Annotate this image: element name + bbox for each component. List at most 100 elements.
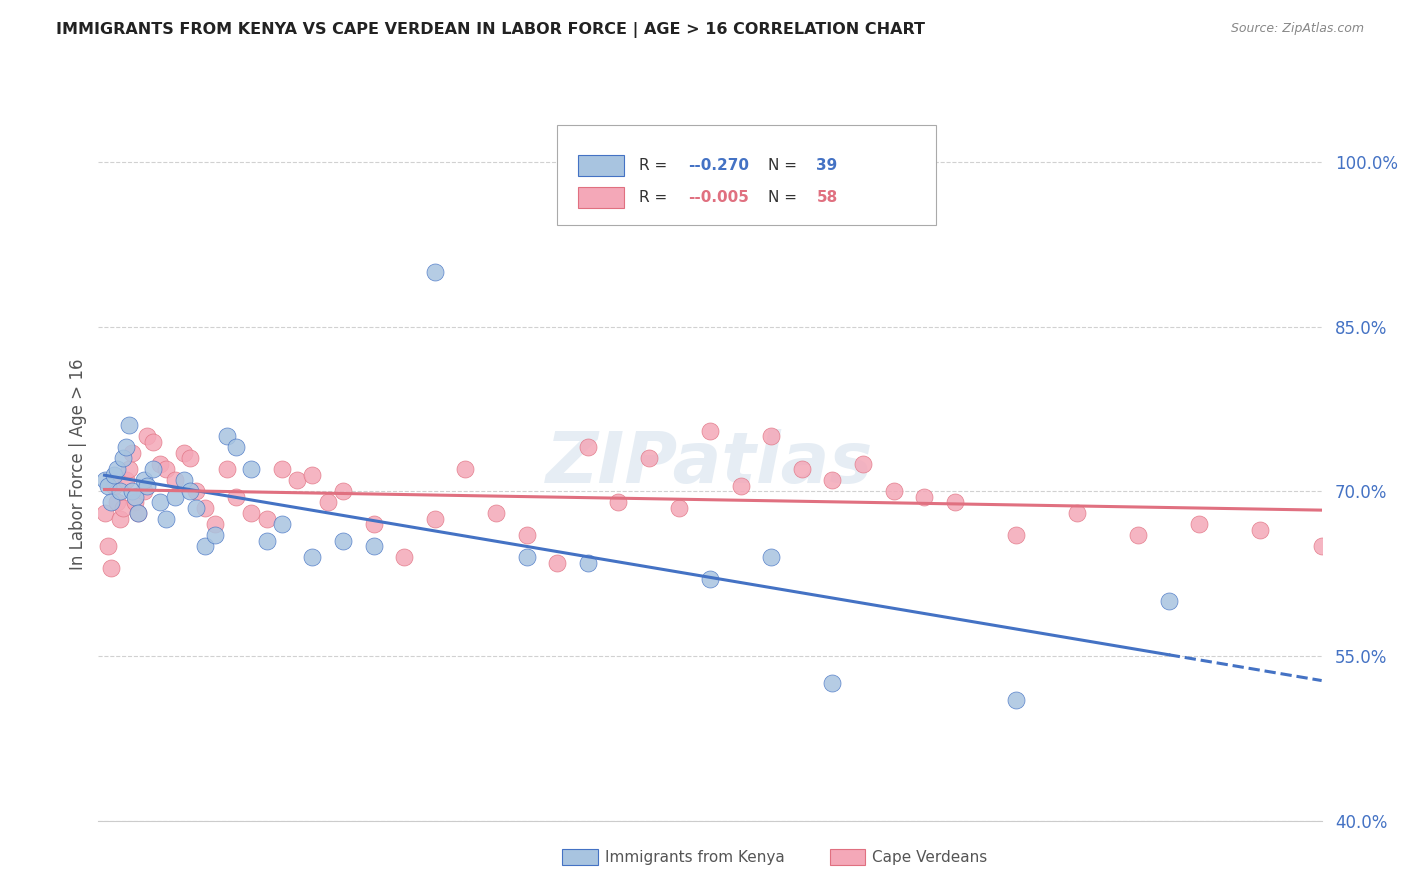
Point bbox=[256, 512, 278, 526]
Point bbox=[270, 517, 294, 532]
Point bbox=[124, 495, 146, 509]
Text: R =: R = bbox=[640, 190, 672, 205]
Point bbox=[142, 434, 165, 449]
Point bbox=[761, 429, 783, 443]
Point bbox=[730, 479, 752, 493]
Point bbox=[97, 479, 120, 493]
Point bbox=[1128, 528, 1150, 542]
Text: --0.005: --0.005 bbox=[688, 190, 749, 205]
Point bbox=[363, 539, 385, 553]
Point bbox=[1004, 693, 1026, 707]
Point bbox=[215, 429, 238, 443]
Point bbox=[256, 533, 278, 548]
Point bbox=[240, 462, 263, 476]
Point bbox=[1004, 528, 1026, 542]
Point bbox=[1157, 594, 1180, 608]
Point bbox=[225, 490, 247, 504]
Point bbox=[127, 506, 149, 520]
Point bbox=[1250, 523, 1272, 537]
Point bbox=[761, 550, 783, 565]
Point bbox=[204, 517, 226, 532]
Text: 39: 39 bbox=[817, 158, 838, 173]
Point bbox=[108, 512, 131, 526]
Point bbox=[332, 484, 354, 499]
Point bbox=[883, 484, 905, 499]
Point bbox=[108, 484, 131, 499]
Point bbox=[637, 451, 661, 466]
Point bbox=[115, 441, 138, 455]
Point bbox=[179, 484, 201, 499]
Point bbox=[363, 517, 385, 532]
Point bbox=[163, 490, 186, 504]
Point bbox=[100, 495, 122, 509]
Point bbox=[103, 479, 125, 493]
Point bbox=[173, 473, 195, 487]
Point bbox=[699, 572, 721, 586]
Point bbox=[270, 462, 294, 476]
Point bbox=[149, 495, 172, 509]
Point bbox=[423, 265, 446, 279]
Point bbox=[121, 484, 143, 499]
Point bbox=[332, 533, 354, 548]
Point bbox=[1066, 506, 1088, 520]
Point bbox=[103, 467, 125, 482]
Text: N =: N = bbox=[768, 158, 801, 173]
Point bbox=[668, 500, 690, 515]
Point bbox=[301, 467, 323, 482]
Point bbox=[179, 451, 201, 466]
Point bbox=[173, 446, 195, 460]
Point bbox=[546, 556, 568, 570]
Point bbox=[316, 495, 339, 509]
Point bbox=[204, 528, 226, 542]
Point bbox=[392, 550, 416, 565]
Y-axis label: In Labor Force | Age > 16: In Labor Force | Age > 16 bbox=[69, 358, 87, 570]
Point bbox=[194, 539, 217, 553]
Point bbox=[111, 500, 134, 515]
Point bbox=[821, 473, 844, 487]
FancyBboxPatch shape bbox=[578, 187, 624, 209]
Text: 58: 58 bbox=[817, 190, 838, 205]
Point bbox=[699, 424, 721, 438]
Point bbox=[943, 495, 966, 509]
Point bbox=[136, 479, 159, 493]
Point bbox=[1310, 539, 1333, 553]
Point bbox=[163, 473, 186, 487]
Point bbox=[149, 457, 172, 471]
Point bbox=[97, 539, 120, 553]
Point bbox=[194, 500, 217, 515]
Point bbox=[240, 506, 263, 520]
Point bbox=[134, 473, 156, 487]
FancyBboxPatch shape bbox=[578, 155, 624, 177]
Point bbox=[516, 550, 538, 565]
Point bbox=[111, 451, 134, 466]
Point bbox=[852, 457, 875, 471]
Point bbox=[100, 561, 122, 575]
Point bbox=[121, 446, 143, 460]
Point bbox=[155, 512, 177, 526]
Point bbox=[115, 473, 138, 487]
Point bbox=[607, 495, 630, 509]
Text: ZIPatlas: ZIPatlas bbox=[547, 429, 873, 499]
Point bbox=[118, 418, 141, 433]
Point bbox=[790, 462, 813, 476]
Point bbox=[821, 676, 844, 690]
Point bbox=[576, 441, 599, 455]
Point bbox=[215, 462, 238, 476]
Text: N =: N = bbox=[768, 190, 801, 205]
Text: Immigrants from Kenya: Immigrants from Kenya bbox=[605, 850, 785, 864]
Point bbox=[912, 490, 935, 504]
Point bbox=[134, 484, 156, 499]
Point bbox=[93, 473, 115, 487]
Point bbox=[124, 490, 146, 504]
Point bbox=[186, 484, 208, 499]
Point bbox=[1188, 517, 1211, 532]
Text: R =: R = bbox=[640, 158, 672, 173]
Point bbox=[454, 462, 477, 476]
Point bbox=[576, 556, 599, 570]
Text: --0.270: --0.270 bbox=[688, 158, 749, 173]
Point bbox=[423, 512, 446, 526]
Text: Source: ZipAtlas.com: Source: ZipAtlas.com bbox=[1230, 22, 1364, 36]
Point bbox=[485, 506, 508, 520]
Point bbox=[155, 462, 177, 476]
Point bbox=[142, 462, 165, 476]
